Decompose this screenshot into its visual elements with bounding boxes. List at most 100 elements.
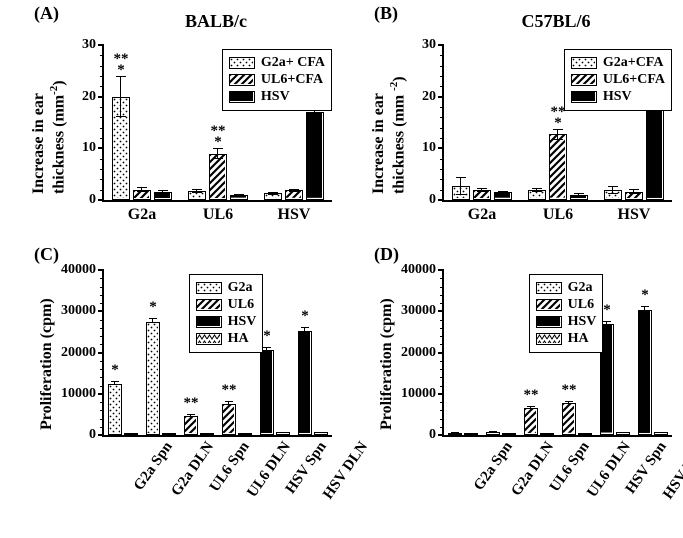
legend-item: HA xyxy=(196,331,257,347)
ytick-minor xyxy=(100,76,104,77)
ytick-minor xyxy=(440,76,444,77)
bar xyxy=(209,154,227,201)
error-bar xyxy=(120,76,121,97)
ytick-minor xyxy=(440,386,444,387)
ytick-label: 10000 xyxy=(401,386,436,402)
panel-label: (A) xyxy=(34,3,59,24)
ytick xyxy=(438,44,444,46)
ytick-label: 30000 xyxy=(401,303,436,319)
xtick-label: UL6 xyxy=(203,206,233,224)
ytick-minor xyxy=(100,386,104,387)
error-cap xyxy=(192,189,202,190)
ytick-minor xyxy=(440,427,444,428)
bar xyxy=(146,322,160,435)
xtick-label: UL6 xyxy=(543,206,573,224)
ytick xyxy=(98,393,104,395)
error-cap xyxy=(279,432,287,433)
ytick-label: 20 xyxy=(422,89,436,105)
error-cap xyxy=(241,433,249,434)
ytick-label: 20 xyxy=(82,89,96,105)
bar xyxy=(314,432,328,435)
ytick-minor xyxy=(100,278,104,279)
xtick-label: HSV xyxy=(618,206,651,224)
y-axis-label: Increase in earthickness (mm-2) xyxy=(30,80,68,194)
ytick-minor xyxy=(100,117,104,118)
error-cap xyxy=(532,188,542,189)
ytick-label: 10 xyxy=(82,140,96,156)
legend-item: G2a xyxy=(536,280,597,296)
legend-label: HA xyxy=(568,331,589,347)
ytick-minor xyxy=(440,303,444,304)
legend-item: UL6+CFA xyxy=(571,72,665,88)
ytick-label: 10 xyxy=(422,140,436,156)
ytick-minor xyxy=(440,320,444,321)
error-cap xyxy=(234,194,244,195)
error-cap xyxy=(489,431,497,432)
ytick xyxy=(438,352,444,354)
ytick xyxy=(438,269,444,271)
error-cap xyxy=(127,433,135,434)
ytick-minor xyxy=(100,377,104,378)
bar xyxy=(524,408,538,435)
significance-marker: * xyxy=(111,365,119,376)
y-axis-label: Proliferation (cpm) xyxy=(38,298,56,430)
y-axis-label: Increase in earthickness (mm -2) xyxy=(370,76,408,194)
panel-B: (B)C57BL/6Increase in earthickness (mm -… xyxy=(350,5,680,245)
ytick-minor xyxy=(440,402,444,403)
bar xyxy=(654,432,668,435)
ytick xyxy=(438,434,444,436)
ytick-minor xyxy=(440,169,444,170)
legend-swatch xyxy=(196,299,222,311)
ytick xyxy=(438,147,444,149)
xtick-label: HSV xyxy=(278,206,311,224)
legend-item: UL6+CFA xyxy=(229,72,325,88)
ytick-minor xyxy=(440,159,444,160)
ytick-minor xyxy=(440,128,444,129)
legend-item: UL6 xyxy=(196,297,257,313)
legend-item: HSV xyxy=(571,89,665,105)
legend: G2a+CFAUL6+CFAHSV xyxy=(564,49,672,111)
xtick-label: G2a xyxy=(128,206,156,224)
panel-C: (C)Proliferation (cpm)010000200003000040… xyxy=(10,250,340,535)
legend-label: G2a xyxy=(568,280,593,296)
ytick-label: 0 xyxy=(89,427,96,443)
ytick xyxy=(98,352,104,354)
error-cap xyxy=(451,432,459,433)
bar xyxy=(298,331,312,435)
ytick-minor xyxy=(440,328,444,329)
bar xyxy=(260,350,274,435)
significance-marker: *** xyxy=(114,54,129,75)
ytick-label: 30 xyxy=(422,37,436,53)
ytick-minor xyxy=(100,138,104,139)
ytick xyxy=(98,147,104,149)
error-cap xyxy=(581,433,589,434)
ytick xyxy=(438,96,444,98)
panel-label: (B) xyxy=(374,3,398,24)
error-cap xyxy=(111,381,119,382)
ytick-minor xyxy=(100,303,104,304)
bar xyxy=(306,112,324,200)
ytick-label: 30 xyxy=(82,37,96,53)
ytick-minor xyxy=(100,55,104,56)
legend-label: UL6 xyxy=(568,297,594,313)
ytick-minor xyxy=(440,278,444,279)
significance-marker: ** xyxy=(222,385,237,396)
bar xyxy=(486,432,500,435)
error-cap xyxy=(657,432,665,433)
bar xyxy=(549,134,567,200)
significance-marker: * xyxy=(149,302,157,313)
legend-swatch xyxy=(536,299,562,311)
ytick-minor xyxy=(440,107,444,108)
ytick-minor xyxy=(100,419,104,420)
bar xyxy=(616,432,630,435)
ytick-minor xyxy=(100,336,104,337)
legend-swatch xyxy=(571,57,597,69)
panel-A: (A)BALB/cIncrease in earthickness (mm-2)… xyxy=(10,5,340,245)
ytick-minor xyxy=(440,361,444,362)
panel-label: (D) xyxy=(374,244,399,265)
error-cap xyxy=(137,187,147,188)
error-cap xyxy=(641,306,649,307)
error-cap xyxy=(268,192,278,193)
legend-item: G2a+CFA xyxy=(571,55,665,71)
ytick-minor xyxy=(440,66,444,67)
